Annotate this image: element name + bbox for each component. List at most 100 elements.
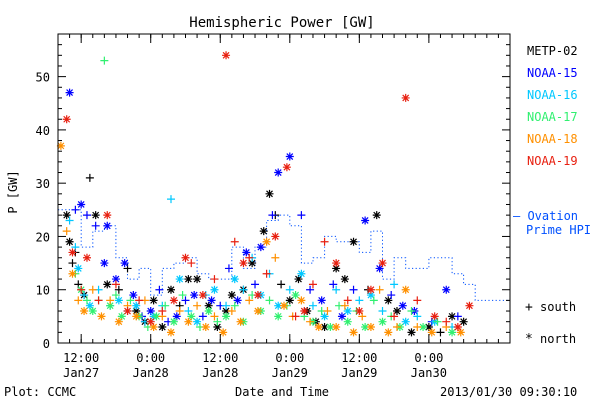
south-point-noaa-15-33 xyxy=(349,285,358,294)
north-point-noaa-18-45 xyxy=(456,328,465,337)
north-point-noaa-15-18 xyxy=(207,296,216,305)
south-point-noaa-17-7 xyxy=(111,291,120,300)
north-point-noaa-18-14 xyxy=(167,328,175,337)
south-point-noaa-16-26 xyxy=(285,285,294,294)
south-point-noaa-15-29 xyxy=(306,285,315,294)
south-point-noaa-18-7 xyxy=(106,296,115,305)
south-point-noaa-19-2 xyxy=(77,285,86,294)
north-point-noaa-16-29 xyxy=(320,312,329,321)
north-point-noaa-18-22 xyxy=(236,317,245,326)
north-point-noaa-18-35 xyxy=(349,328,358,337)
north-point-noaa-15-35 xyxy=(375,264,384,273)
south-point-noaa-18-23 xyxy=(245,296,254,305)
south-point-noaa-15-4 xyxy=(91,221,100,230)
south-point-noaa-15-25 xyxy=(268,211,277,220)
north-point-metp-02-33 xyxy=(320,323,329,332)
south-point-noaa-18-26 xyxy=(271,253,280,262)
x-tick-label-date: Jan27 xyxy=(63,366,99,380)
north-point-metp-02-25 xyxy=(259,227,268,236)
north-point-noaa-19-28 xyxy=(332,259,341,268)
south-point-noaa-19-8 xyxy=(135,296,144,305)
x-axis-label: Date and Time xyxy=(235,385,329,399)
south-point-noaa-16-0 xyxy=(65,216,74,225)
north-point-noaa-17-20 xyxy=(222,312,231,321)
north-point-noaa-18-43 xyxy=(427,328,436,337)
north-point-noaa-18-27 xyxy=(280,301,288,310)
north-point-noaa-18-33 xyxy=(332,323,341,332)
south-point-noaa-15-28 xyxy=(297,211,306,220)
south-point-noaa-15-15 xyxy=(181,296,190,305)
north-point-noaa-18-31 xyxy=(314,323,323,332)
north-point-noaa-19-23 xyxy=(282,163,291,172)
south-point-noaa-19-10 xyxy=(158,307,167,316)
north-point-noaa-17-26 xyxy=(274,312,283,321)
south-point-noaa-18-3 xyxy=(74,296,83,305)
x-tick-label-time: 0:00 xyxy=(136,351,165,365)
north-point-noaa-16-27 xyxy=(297,269,306,278)
north-point-noaa-18-37 xyxy=(366,323,375,332)
north-point-noaa-18-41 xyxy=(401,285,410,294)
north-point-noaa-18-10 xyxy=(132,312,141,321)
y-tick-label: 10 xyxy=(36,284,50,298)
y-tick-label: 20 xyxy=(36,230,50,244)
north-point-metp-02-18 xyxy=(193,275,202,284)
y-tick-label: 30 xyxy=(36,177,50,191)
north-point-noaa-17-38 xyxy=(378,317,387,326)
plot-frame xyxy=(57,33,511,344)
x-tick-label-time: 0:00 xyxy=(414,351,443,365)
north-point-noaa-19-12 xyxy=(181,253,190,262)
north-point-noaa-16-4 xyxy=(85,301,94,310)
north-point-noaa-15-40 xyxy=(442,285,451,294)
north-point-noaa-16-14 xyxy=(175,275,184,284)
north-point-noaa-18-2 xyxy=(68,269,77,278)
symbol-key-south-symbol: + xyxy=(525,300,533,315)
south-point-noaa-19-4 xyxy=(94,296,103,305)
north-point-metp-02-21 xyxy=(222,307,231,316)
north-point-noaa-18-8 xyxy=(114,317,123,326)
south-point-noaa-15-41 xyxy=(453,312,462,321)
north-point-noaa-15-8 xyxy=(120,259,129,268)
north-point-noaa-19-0 xyxy=(62,115,71,124)
north-point-noaa-19-38 xyxy=(453,323,462,332)
south-point-metp-02-28 xyxy=(277,280,286,289)
south-point-noaa-18-30 xyxy=(306,317,315,326)
north-point-metp-02-41 xyxy=(407,328,416,337)
south-point-noaa-15-31 xyxy=(329,280,338,289)
north-point-noaa-15-11 xyxy=(146,307,155,316)
legend-entry-noaa-15: NOAA-15 xyxy=(527,66,578,80)
north-point-noaa-15-5 xyxy=(100,259,109,268)
series-noaa-15 xyxy=(65,88,462,326)
symbol-key-south-label: south xyxy=(540,300,576,314)
south-point-metp-02-9 xyxy=(114,285,123,294)
south-point-noaa-17-15 xyxy=(178,291,187,300)
north-point-noaa-17-8 xyxy=(117,312,126,321)
north-point-noaa-15-6 xyxy=(103,221,112,230)
north-point-noaa-19-31 xyxy=(366,285,375,294)
legend: METP-02 NOAA-15 NOAA-16 NOAA-17 NOAA-18 NOAA-… xyxy=(513,44,591,347)
north-point-noaa-16-36 xyxy=(401,317,410,326)
south-point-noaa-19-17 xyxy=(230,237,239,246)
north-point-metp-02-19 xyxy=(204,301,213,310)
north-point-metp-02-34 xyxy=(332,264,341,273)
south-point-noaa-19-19 xyxy=(245,253,254,262)
legend-entry-noaa-18: NOAA-18 xyxy=(527,132,578,146)
north-point-noaa-19-34 xyxy=(401,93,410,102)
north-point-metp-02-45 xyxy=(459,317,468,326)
x-tick-label-date: Jan29 xyxy=(272,366,308,380)
north-point-noaa-17-16 xyxy=(187,312,196,321)
south-point-noaa-19-33 xyxy=(390,312,399,321)
north-point-noaa-18-25 xyxy=(262,237,271,246)
north-point-noaa-19-11 xyxy=(169,296,178,305)
north-point-metp-02-44 xyxy=(448,312,457,321)
north-point-metp-02-30 xyxy=(294,275,303,284)
north-point-noaa-18-18 xyxy=(201,323,210,332)
north-point-noaa-19-18 xyxy=(239,259,248,268)
south-point-noaa-16-21 xyxy=(239,285,248,294)
north-point-noaa-17-18 xyxy=(204,307,213,316)
north-point-metp-02-38 xyxy=(372,211,381,220)
north-point-metp-02-24 xyxy=(248,259,257,268)
north-point-noaa-18-20 xyxy=(219,328,228,337)
footer-plot-credit: Plot: CCMC xyxy=(4,385,76,399)
north-point-noaa-19-22 xyxy=(271,232,280,241)
